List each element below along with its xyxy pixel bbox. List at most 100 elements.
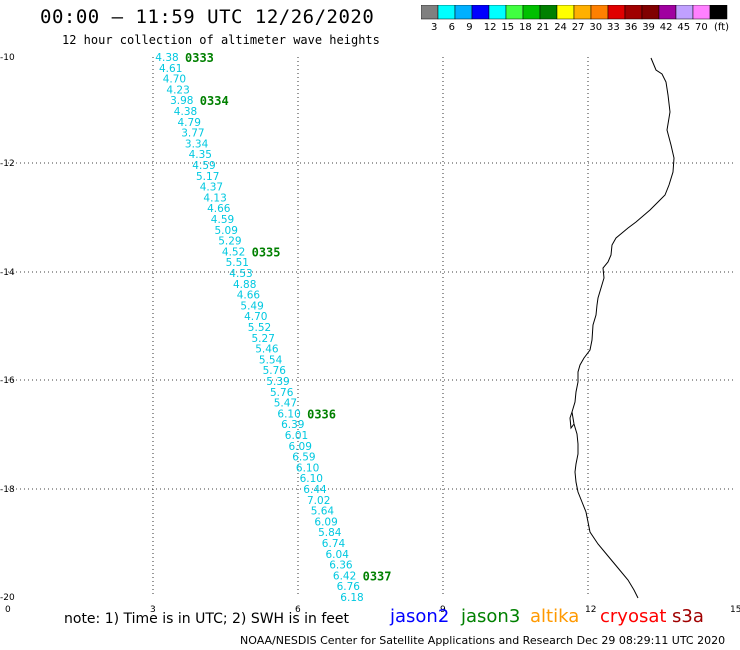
satellite-jason2: jason2 [390, 606, 450, 627]
wave-height-value: 4.37 [200, 182, 223, 194]
scale-label: 27 [571, 22, 585, 33]
wave-height-value: 7.02 [307, 495, 330, 507]
wave-height-value: 6.76 [337, 581, 361, 593]
wave-height-value: 4.88 [233, 279, 256, 291]
wave-height-value: 4.38 [174, 106, 197, 118]
x-tick-label: 15 [730, 605, 740, 615]
pass-time-label: 0334 [200, 94, 229, 108]
pass-time-label: 0335 [252, 245, 281, 259]
footer-note: note: 1) Time is in UTC; 2) SWH is in fe… [64, 611, 350, 627]
wave-height-value: 3.77 [181, 128, 204, 140]
wave-height-value: 6.39 [281, 419, 304, 431]
scale-label: 24 [554, 22, 567, 33]
pass-time-label: 0337 [363, 569, 392, 583]
pass-time-label: 0336 [307, 407, 336, 421]
wave-height-value: 6.10 [296, 462, 319, 474]
credit-line: NOAA/NESDIS Center for Satellite Applica… [240, 634, 726, 647]
y-tick-label: -12 [0, 159, 15, 169]
wave-height-value: 4.23 [166, 84, 189, 96]
wave-height-value: 4.13 [203, 192, 226, 204]
satellite-cryosat: cryosat [600, 606, 667, 627]
wave-height-value: 4.52 [222, 246, 245, 258]
scale-label: 6 [448, 22, 455, 33]
wave-height-value: 5.52 [248, 322, 271, 334]
wave-height-value: 4.38 [155, 52, 178, 64]
wave-height-value: 4.79 [178, 117, 201, 129]
wave-height-value: 6.09 [314, 516, 337, 528]
wave-height-value: 6.44 [303, 484, 327, 496]
axis-labels: 0 3 6 9 12 15 -10 -12 -14 -16 -18 -20 [0, 53, 740, 615]
color-scale-bar [420, 4, 728, 20]
wave-height-values: 4.384.614.704.233.984.384.793.773.344.35… [155, 52, 363, 604]
y-tick-label: -18 [0, 485, 15, 495]
scale-label: 39 [642, 22, 655, 33]
coastline [571, 57, 675, 599]
wave-height-value: 5.39 [266, 376, 289, 388]
wave-height-value: 5.09 [215, 225, 238, 237]
wave-height-value: 4.70 [244, 311, 267, 323]
x-tick-label: 0 [5, 605, 11, 615]
scale-label: 45 [677, 22, 691, 33]
satellite-jason3: jason3 [461, 606, 521, 627]
wave-height-value: 4.66 [237, 290, 261, 302]
color-scale-legend [420, 4, 731, 29]
wave-height-value: 6.74 [322, 538, 346, 550]
x-tick-label: 9 [440, 605, 446, 615]
chart-subtitle: 12 hour collection of altimeter wave hei… [62, 33, 380, 47]
y-tick-label: -20 [0, 593, 15, 603]
y-tick-label: -16 [0, 376, 15, 386]
wave-height-value: 4.35 [189, 149, 212, 161]
x-tick-label: 6 [295, 605, 301, 615]
wave-height-value: 6.42 [333, 570, 356, 582]
y-tick-label: -14 [0, 268, 15, 278]
scale-label: 18 [519, 22, 532, 33]
scale-label: 36 [624, 22, 638, 33]
wave-height-value: 5.27 [252, 333, 275, 345]
pass-time-labels: 0333 0334 0335 0336 0337 [185, 51, 392, 583]
x-tick-label: 3 [150, 605, 156, 615]
wave-height-value: 4.59 [211, 214, 234, 226]
wave-height-value: 6.36 [329, 560, 353, 572]
wave-height-value: 4.59 [192, 160, 215, 172]
scale-label: 70 [695, 22, 708, 33]
wave-height-value: 5.47 [274, 398, 297, 410]
wave-height-value: 5.84 [318, 527, 342, 539]
wave-height-value: 4.70 [163, 74, 186, 86]
satellite-s3a: s3a [672, 606, 704, 627]
scale-label: 3 [431, 22, 438, 33]
wave-height-value: 6.59 [292, 452, 315, 464]
wave-height-value: 5.29 [218, 236, 241, 248]
wave-height-value: 6.10 [277, 408, 300, 420]
scale-label: 15 [501, 22, 515, 33]
wave-height-value: 5.64 [311, 506, 335, 518]
scale-swatch [709, 4, 728, 20]
scale-label: 42 [659, 22, 673, 33]
coastline-inlet [569, 411, 575, 430]
wave-height-value: 6.09 [289, 441, 312, 453]
wave-height-value: 5.49 [240, 300, 263, 312]
wave-height-value: 5.51 [226, 257, 249, 269]
wave-height-value: 6.04 [326, 549, 350, 561]
x-tick-label: 12 [585, 605, 596, 615]
grid-lines [8, 57, 733, 597]
wave-height-value: 5.76 [270, 387, 294, 399]
wave-height-value: 5.76 [263, 365, 287, 377]
wave-height-value: 6.18 [340, 592, 363, 604]
wave-height-value: 4.53 [229, 268, 252, 280]
scale-label: 9 [466, 22, 473, 33]
y-tick-label: -10 [0, 53, 15, 63]
scale-label: 30 [589, 22, 603, 33]
scale-label: 33 [607, 22, 620, 33]
chart-title: 00:00 – 11:59 UTC 12/26/2020 [40, 6, 375, 28]
wave-height-value: 5.54 [259, 354, 283, 366]
wave-height-value: 3.34 [185, 138, 209, 150]
wave-height-value: 3.98 [170, 95, 193, 107]
scale-label: 21 [536, 22, 550, 33]
satellite-altika: altika [530, 606, 580, 627]
wave-height-value: 4.61 [159, 63, 182, 75]
wave-height-value: 6.01 [285, 430, 308, 442]
scale-unit: (ft) [714, 22, 730, 33]
pass-time-label: 0333 [185, 51, 214, 65]
scale-label: 12 [483, 22, 497, 33]
